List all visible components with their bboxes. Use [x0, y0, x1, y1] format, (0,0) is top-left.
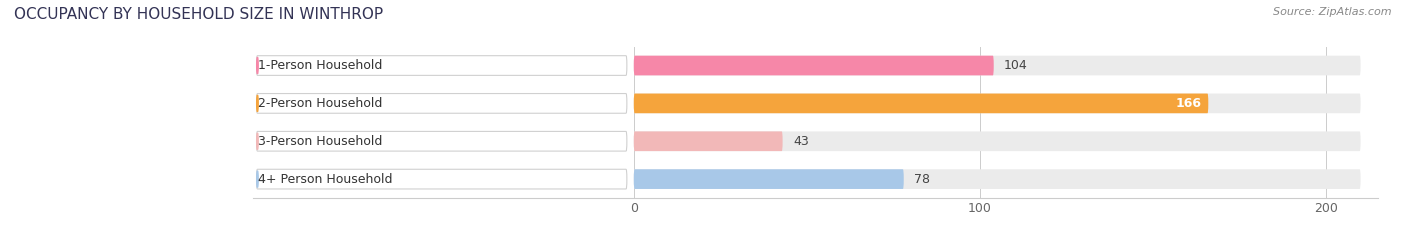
Text: Source: ZipAtlas.com: Source: ZipAtlas.com	[1274, 7, 1392, 17]
Text: 78: 78	[914, 173, 931, 186]
Text: OCCUPANCY BY HOUSEHOLD SIZE IN WINTHROP: OCCUPANCY BY HOUSEHOLD SIZE IN WINTHROP	[14, 7, 384, 22]
Text: 104: 104	[1004, 59, 1028, 72]
Text: 166: 166	[1175, 97, 1201, 110]
Text: 2-Person Household: 2-Person Household	[259, 97, 382, 110]
FancyBboxPatch shape	[256, 169, 627, 189]
FancyBboxPatch shape	[634, 94, 1208, 113]
FancyBboxPatch shape	[256, 131, 627, 151]
Circle shape	[257, 95, 259, 112]
FancyBboxPatch shape	[256, 56, 627, 75]
FancyBboxPatch shape	[634, 94, 1361, 113]
FancyBboxPatch shape	[634, 131, 1361, 151]
FancyBboxPatch shape	[634, 169, 904, 189]
FancyBboxPatch shape	[634, 56, 994, 75]
FancyBboxPatch shape	[634, 56, 1361, 75]
Text: 4+ Person Household: 4+ Person Household	[259, 173, 392, 186]
FancyBboxPatch shape	[256, 94, 627, 113]
Circle shape	[257, 171, 259, 187]
Text: 1-Person Household: 1-Person Household	[259, 59, 382, 72]
FancyBboxPatch shape	[634, 169, 1361, 189]
FancyBboxPatch shape	[634, 131, 783, 151]
Circle shape	[257, 57, 259, 74]
Circle shape	[257, 133, 259, 150]
Text: 3-Person Household: 3-Person Household	[259, 135, 382, 148]
Text: 43: 43	[793, 135, 808, 148]
